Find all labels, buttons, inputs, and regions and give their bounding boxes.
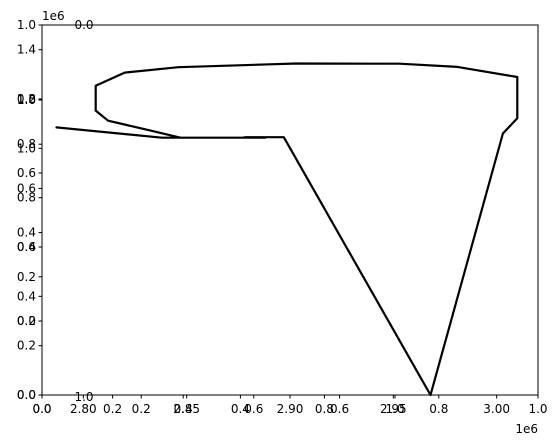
overlay-1-x-tick-label: 0.0 [32,402,51,416]
overlay-0-x-tick-label: 1.0 [528,402,547,416]
x-offset-label: 1e6 [515,422,538,436]
y-tick-label: 0.2 [17,339,36,353]
plot-frame [41,24,539,396]
overlay-1-x-tick-label: 0.2 [103,402,122,416]
overlay-0-y-tick-label: 0.0 [17,388,36,402]
overlay-1-x-tick-label: 0.8 [315,402,334,416]
x-tick-label: 2.95 [380,402,407,416]
series-line [55,62,519,397]
x-tick-label: 2.80 [70,402,97,416]
y-tick-label: 0.6 [17,240,36,254]
overlay-1-x-tick-label: 0.4 [174,402,193,416]
overlay-axes: 0.0 0.2 0.4 0.6 0.8 1.00.00.20.40.60.81.00.0 0… [17,18,548,416]
overlay-0-x-tick-label: 0.8 [429,402,448,416]
y-tick-label: 0.4 [17,289,36,303]
overlay-0-y-tick-label: 0.6 [17,166,36,180]
overlay-0-y-tick-label: 0.2 [17,314,36,328]
overlay-0-y-tick-label: 1.0 [17,18,36,32]
overlay-1-y-tick-label: 0.8 [17,137,36,151]
y-tick-label: 0.8 [17,191,36,205]
stray-label-top: 0.0 [74,18,93,32]
y-tick-label: 0.0 [17,388,36,402]
stray-label-bottom: 1.0 [74,390,93,404]
x-tick-label: 2.85 [173,402,200,416]
y-offset-label: 1e6 [42,9,65,23]
overlay-1-y-tick-label: 0.4 [17,226,36,240]
y-tick-label: 1.4 [17,43,36,57]
overlay-1-x-tick-label: 1.0 [385,402,404,416]
overlay-0-y-tick-label: 0.4 [17,240,36,254]
overlay-0-y-tick-label: 0.8 [17,92,36,106]
y-tick-label: 1.0 [17,141,36,155]
overlay-0-x-tick-label: 0.4 [231,402,250,416]
x-tick-label: 2.90 [277,402,304,416]
overlay-1-y-tick-label: 0.2 [17,270,36,284]
overlay-0-x-tick-label: 0.0 [32,402,51,416]
y-tick-label: 1.2 [17,92,36,106]
overlay-1-y-tick-label: 0.6 [17,181,36,195]
overlay-0-x-tick-label: 0.6 [330,402,349,416]
overlay-1-x-tick-label: 0.6 [244,402,263,416]
overlay-1-y-tick-label: 0.0 [17,314,36,328]
overlay-0-x-tick-label: 0.2 [132,402,151,416]
x-tick-label: 3.00 [483,402,510,416]
main-axes: 2.80 2.85 2.90 2.95 3.000.00.20.40.60.81.01.… [17,43,510,416]
overlay-1-y-tick-label: 1.0 [17,93,36,107]
